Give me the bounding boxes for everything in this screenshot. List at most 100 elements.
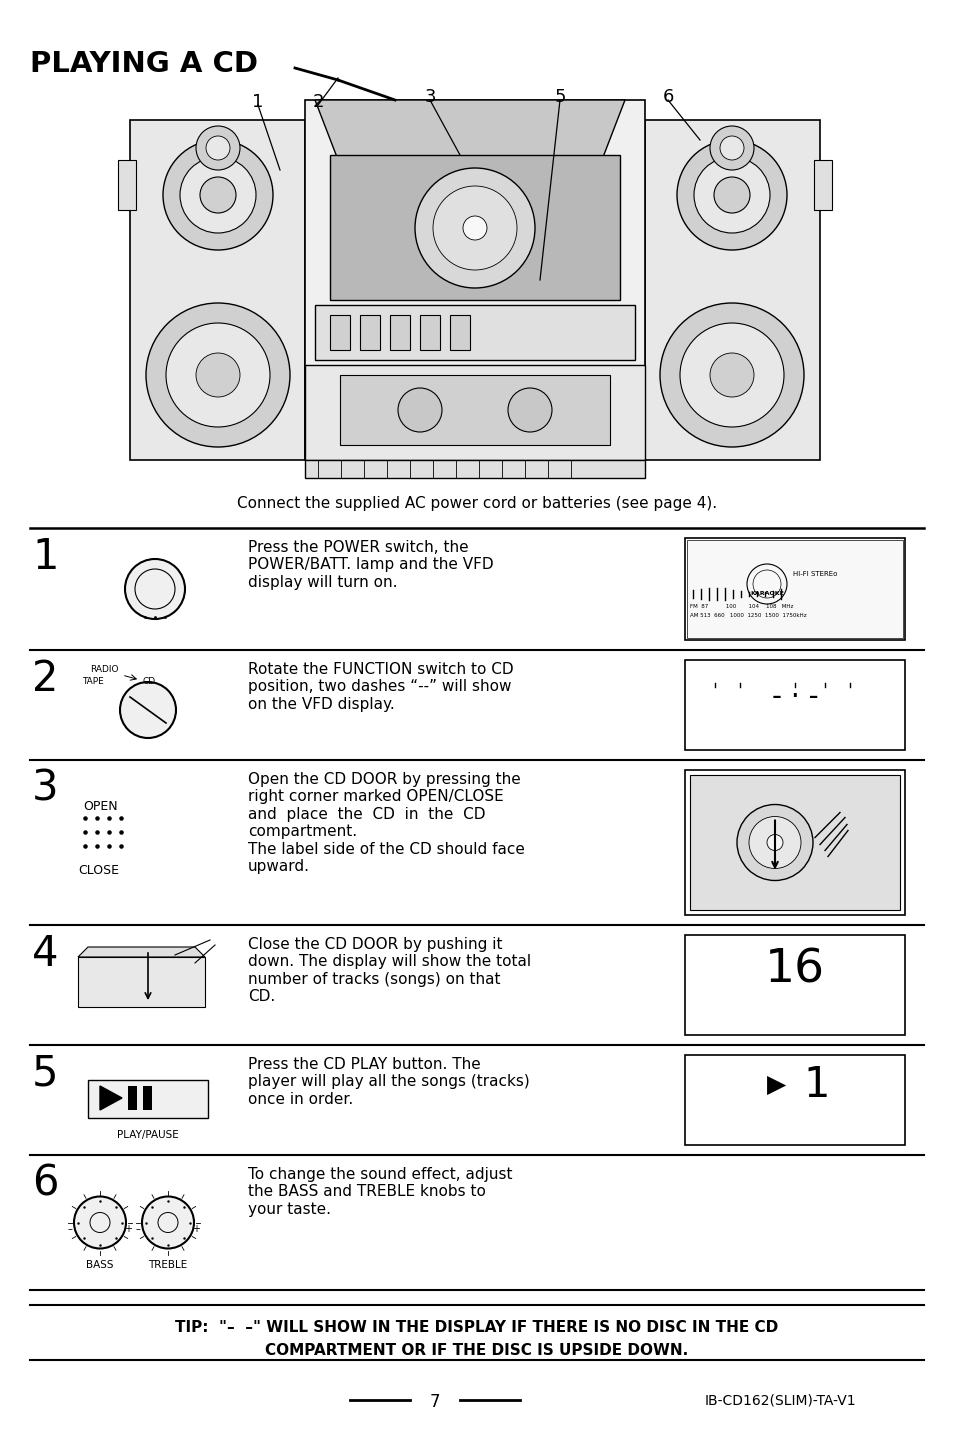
Circle shape — [74, 1196, 126, 1248]
Text: TAPE: TAPE — [82, 677, 104, 686]
Bar — [128, 1085, 137, 1110]
Text: Press the POWER switch, the
POWER/BATT. lamp and the VFD
display will turn on.: Press the POWER switch, the POWER/BATT. … — [248, 541, 493, 590]
Circle shape — [659, 304, 803, 448]
Bar — [684, 934, 904, 1035]
Text: - · -: - · - — [771, 683, 818, 711]
Text: FM  87          100       104    108   MHz: FM 87 100 104 108 MHz — [689, 604, 793, 609]
Text: +: + — [124, 1225, 132, 1235]
Bar — [684, 1055, 904, 1145]
Text: 3: 3 — [424, 89, 436, 106]
Polygon shape — [100, 1085, 122, 1110]
Text: 6: 6 — [32, 1162, 58, 1205]
Text: KARAOKE: KARAOKE — [749, 591, 783, 596]
Circle shape — [200, 177, 235, 214]
Circle shape — [195, 353, 240, 397]
Circle shape — [709, 353, 753, 397]
Circle shape — [766, 834, 782, 850]
Circle shape — [120, 681, 175, 738]
Text: 2: 2 — [312, 93, 323, 110]
Circle shape — [433, 186, 517, 270]
Circle shape — [679, 323, 783, 427]
Text: Rotate the FUNCTION switch to CD
position, two dashes “--” will show
on the VFD : Rotate the FUNCTION switch to CD positio… — [248, 663, 513, 712]
Text: CLOSE: CLOSE — [78, 865, 119, 878]
Text: IB-CD162(SLIM)-TA-V1: IB-CD162(SLIM)-TA-V1 — [703, 1393, 855, 1407]
Bar — [684, 770, 904, 915]
Text: TIP:  "–  –" WILL SHOW IN THE DISPLAY IF THERE IS NO DISC IN THE CD: TIP: "– –" WILL SHOW IN THE DISPLAY IF T… — [175, 1319, 778, 1335]
Circle shape — [195, 126, 240, 170]
Bar — [689, 774, 899, 910]
Text: –: – — [68, 1225, 72, 1235]
Text: ▶: ▶ — [766, 1072, 786, 1097]
Text: Press the CD PLAY button. The
player will play all the songs (tracks)
once in or: Press the CD PLAY button. The player wil… — [248, 1056, 529, 1107]
Text: OPEN: OPEN — [83, 801, 117, 814]
Text: HI-FI STEREo: HI-FI STEREo — [792, 571, 837, 577]
Text: To change the sound effect, adjust
the BASS and TREBLE knobs to
your taste.: To change the sound effect, adjust the B… — [248, 1167, 512, 1216]
Text: 3: 3 — [32, 769, 58, 809]
Bar — [143, 1085, 152, 1110]
Circle shape — [180, 157, 255, 232]
Text: 4: 4 — [32, 933, 58, 975]
Bar — [390, 315, 410, 350]
Circle shape — [737, 805, 812, 881]
Circle shape — [142, 1196, 193, 1248]
Circle shape — [206, 137, 230, 160]
Bar — [686, 541, 902, 638]
Bar — [684, 538, 904, 639]
Circle shape — [748, 817, 801, 869]
Circle shape — [397, 388, 441, 432]
Bar — [78, 958, 205, 1007]
Text: 6: 6 — [661, 89, 673, 106]
Bar — [130, 121, 305, 461]
Bar — [305, 365, 644, 461]
Polygon shape — [314, 100, 624, 166]
Bar — [684, 660, 904, 750]
Text: Close the CD DOOR by pushing it
down. The display will show the total
number of : Close the CD DOOR by pushing it down. Th… — [248, 937, 531, 1004]
Circle shape — [163, 139, 273, 250]
Text: 5: 5 — [554, 89, 565, 106]
Bar — [314, 305, 635, 360]
Circle shape — [709, 126, 753, 170]
Text: PLAY/PAUSE: PLAY/PAUSE — [117, 1130, 178, 1141]
Bar — [359, 315, 379, 350]
Text: Open the CD DOOR by pressing the
right corner marked OPEN/CLOSE
and  place  the : Open the CD DOOR by pressing the right c… — [248, 772, 524, 875]
Circle shape — [693, 157, 769, 232]
Bar — [813, 160, 831, 211]
Bar — [419, 315, 439, 350]
Bar — [330, 315, 350, 350]
Text: RADIO: RADIO — [90, 665, 118, 674]
Text: 2: 2 — [32, 658, 58, 700]
Bar — [339, 375, 609, 445]
Text: –: – — [136, 1225, 141, 1235]
Circle shape — [166, 323, 270, 427]
Text: 1: 1 — [803, 1064, 829, 1106]
Circle shape — [713, 177, 749, 214]
Text: COMPARTMENT OR IF THE DISC IS UPSIDE DOWN.: COMPARTMENT OR IF THE DISC IS UPSIDE DOW… — [265, 1343, 688, 1359]
Circle shape — [146, 304, 290, 448]
Text: 16: 16 — [764, 947, 824, 992]
Text: TREBLE: TREBLE — [149, 1261, 188, 1270]
Text: 1: 1 — [32, 536, 58, 578]
Bar — [450, 315, 470, 350]
Bar — [644, 121, 820, 461]
Circle shape — [720, 137, 743, 160]
Text: CD: CD — [143, 677, 156, 686]
Text: 7: 7 — [429, 1393, 439, 1411]
Text: PLAYING A CD: PLAYING A CD — [30, 49, 257, 78]
Bar — [88, 1080, 208, 1117]
Text: 5: 5 — [32, 1053, 58, 1096]
Circle shape — [415, 169, 535, 288]
Bar — [118, 160, 136, 211]
Circle shape — [125, 559, 185, 619]
Polygon shape — [78, 947, 205, 958]
Text: +: + — [192, 1225, 200, 1235]
Text: Connect the supplied AC power cord or batteries (see page 4).: Connect the supplied AC power cord or ba… — [236, 495, 717, 511]
Text: BASS: BASS — [86, 1261, 113, 1270]
Circle shape — [507, 388, 552, 432]
Circle shape — [677, 139, 786, 250]
Bar — [305, 100, 644, 461]
Bar — [330, 155, 619, 299]
Text: AM 513  660   1000  1250  1500  1750kHz: AM 513 660 1000 1250 1500 1750kHz — [689, 613, 806, 618]
Circle shape — [462, 216, 486, 240]
Bar — [305, 461, 644, 478]
Text: 1: 1 — [252, 93, 263, 110]
